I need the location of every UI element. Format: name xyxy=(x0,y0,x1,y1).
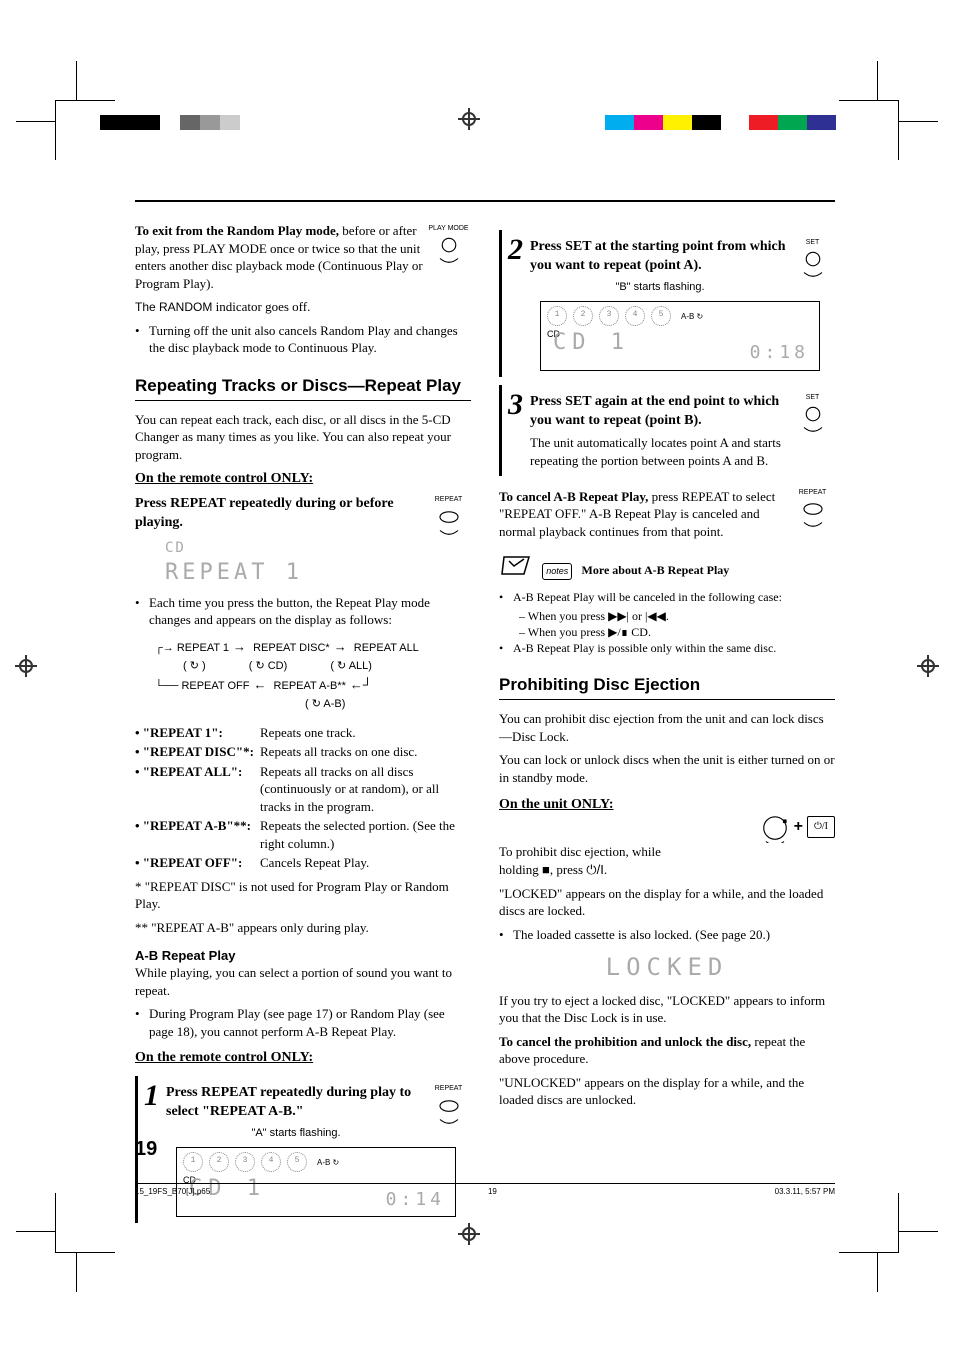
play-mode-button-icon xyxy=(434,236,464,266)
exit-random-para: To exit from the Random Play mode, befor… xyxy=(135,222,471,292)
ab-repeat-heading: A-B Repeat Play xyxy=(135,948,235,963)
registration-mark-icon xyxy=(458,1223,480,1245)
prohibit-cancel: To cancel the prohibition and unlock the… xyxy=(499,1033,835,1068)
random-indicator-off: The RANDOM indicator goes off. xyxy=(135,298,471,316)
step1-sub: "A" starts flashing. xyxy=(166,1126,471,1141)
remote-only-1: On the remote control ONLY: xyxy=(135,471,313,486)
notes-sub-1a: – When you press ▶▶| or |◀◀. xyxy=(519,608,835,624)
footnote-2: ** "REPEAT A-B" appears only during play… xyxy=(135,919,471,937)
repeat-def-row: • "REPEAT OFF":Cancels Repeat Play. xyxy=(135,854,471,872)
repeat-button-icon xyxy=(434,1097,464,1127)
step2-sub: "B" starts flashing. xyxy=(530,280,835,295)
press-repeat-instruction: Press REPEAT repeatedly during or before… xyxy=(135,495,471,533)
each-time-text: •Each time you press the button, the Rep… xyxy=(135,594,471,629)
registration-mark-icon xyxy=(917,655,939,677)
repeat-btn-label: REPEAT xyxy=(426,495,471,504)
notes-sub-1b: – When you press ▶/∎ CD. xyxy=(519,624,835,640)
step3-btn-label: SET xyxy=(790,393,835,402)
cancel-ab-para: To cancel A-B Repeat Play, press REPEAT … xyxy=(499,488,835,541)
step2-display: 12345 CD A-B ↻ CD 1 0:18 xyxy=(540,301,820,371)
step2-btn-label: SET xyxy=(790,238,835,247)
notes-bullet-1: •A-B Repeat Play will be canceled in the… xyxy=(499,589,835,605)
power-button-icon: ⏻/I xyxy=(807,816,835,838)
footer-date: 03.3.11, 5:57 PM xyxy=(775,1187,835,1198)
step3-sub: The unit automatically locates point A a… xyxy=(530,434,835,469)
repeat-intro: You can repeat each track, each disc, or… xyxy=(135,411,471,464)
notes-label: notes xyxy=(542,563,572,579)
step-3-number: 3 xyxy=(508,385,530,476)
cancel-ab-btn-label: REPEAT xyxy=(790,488,835,497)
notes-icon xyxy=(499,554,539,589)
stop-button-icon: ■ xyxy=(760,813,790,843)
color-bar-left xyxy=(100,115,260,130)
step-2-number: 2 xyxy=(508,230,530,377)
prohibit-heading: Prohibiting Disc Ejection xyxy=(499,674,835,697)
plus-icon: + xyxy=(794,816,803,838)
repeat-def-row: • "REPEAT DISC"*:Repeats all tracks on o… xyxy=(135,743,471,761)
prohibit-p1: You can prohibit disc ejection from the … xyxy=(499,710,835,745)
repeat-display: CD REPEAT 1 xyxy=(165,539,471,588)
set-button-icon xyxy=(798,250,828,280)
step1-btn-label: REPEAT xyxy=(426,1084,471,1093)
repeat-cycle-diagram: ┌→ REPEAT 1→ REPEAT DISC*→ REPEAT ALL ( … xyxy=(155,637,471,714)
prohibit-p3: To prohibit disc ejection, while holding… xyxy=(499,843,699,878)
prohibit-p5: If you try to eject a locked disc, "LOCK… xyxy=(499,992,835,1027)
repeat-play-heading: Repeating Tracks or Discs—Repeat Play xyxy=(135,375,471,398)
exit-random-bullet: •Turning off the unit also cancels Rando… xyxy=(135,322,471,357)
set-button-icon xyxy=(798,405,828,435)
prohibit-p2: You can lock or unlock discs when the un… xyxy=(499,751,835,786)
footer-page: 19 xyxy=(488,1187,497,1198)
prohibit-bullet-1: •The loaded cassette is also locked. (Se… xyxy=(499,926,835,944)
svg-text:■: ■ xyxy=(782,817,787,826)
repeat-definitions: • "REPEAT 1":Repeats one track.• "REPEAT… xyxy=(135,724,471,872)
notes-bullet-2: •A-B Repeat Play is possible only within… xyxy=(499,640,835,656)
footer-info: 15_19FS_B70[J].p65 19 03.3.11, 5:57 PM xyxy=(135,1183,835,1198)
footnote-1: * "REPEAT DISC" is not used for Program … xyxy=(135,878,471,913)
prohibit-p6: "UNLOCKED" appears on the display for a … xyxy=(499,1074,835,1109)
registration-mark-icon xyxy=(15,655,37,677)
ab-repeat-p1: While playing, you can select a portion … xyxy=(135,964,471,999)
unit-only: On the unit ONLY: xyxy=(499,797,614,812)
step1-display: 12345 CD A-B ↻ CD 1 0:14 xyxy=(176,1147,456,1217)
remote-only-2: On the remote control ONLY: xyxy=(135,1050,313,1065)
footer-file: 15_19FS_B70[J].p65 xyxy=(135,1187,210,1198)
notes-title: More about A-B Repeat Play xyxy=(582,563,730,577)
repeat-button-icon xyxy=(798,500,828,530)
repeat-def-row: • "REPEAT 1":Repeats one track. xyxy=(135,724,471,742)
repeat-button-icon xyxy=(434,508,464,538)
repeat-def-row: • "REPEAT ALL":Repeats all tracks on all… xyxy=(135,763,471,816)
page-number: 19 xyxy=(135,1136,157,1163)
play-mode-label: PLAY MODE xyxy=(426,224,471,233)
color-bar-right xyxy=(605,115,865,130)
repeat-def-row: • "REPEAT A-B"**:Repeats the selected po… xyxy=(135,817,471,852)
locked-display: LOCKED xyxy=(499,951,835,983)
prohibit-p4: "LOCKED" appears on the display for a wh… xyxy=(499,885,835,920)
registration-mark-icon xyxy=(458,108,480,130)
ab-repeat-bullet: •During Program Play (see page 17) or Ra… xyxy=(135,1005,471,1040)
